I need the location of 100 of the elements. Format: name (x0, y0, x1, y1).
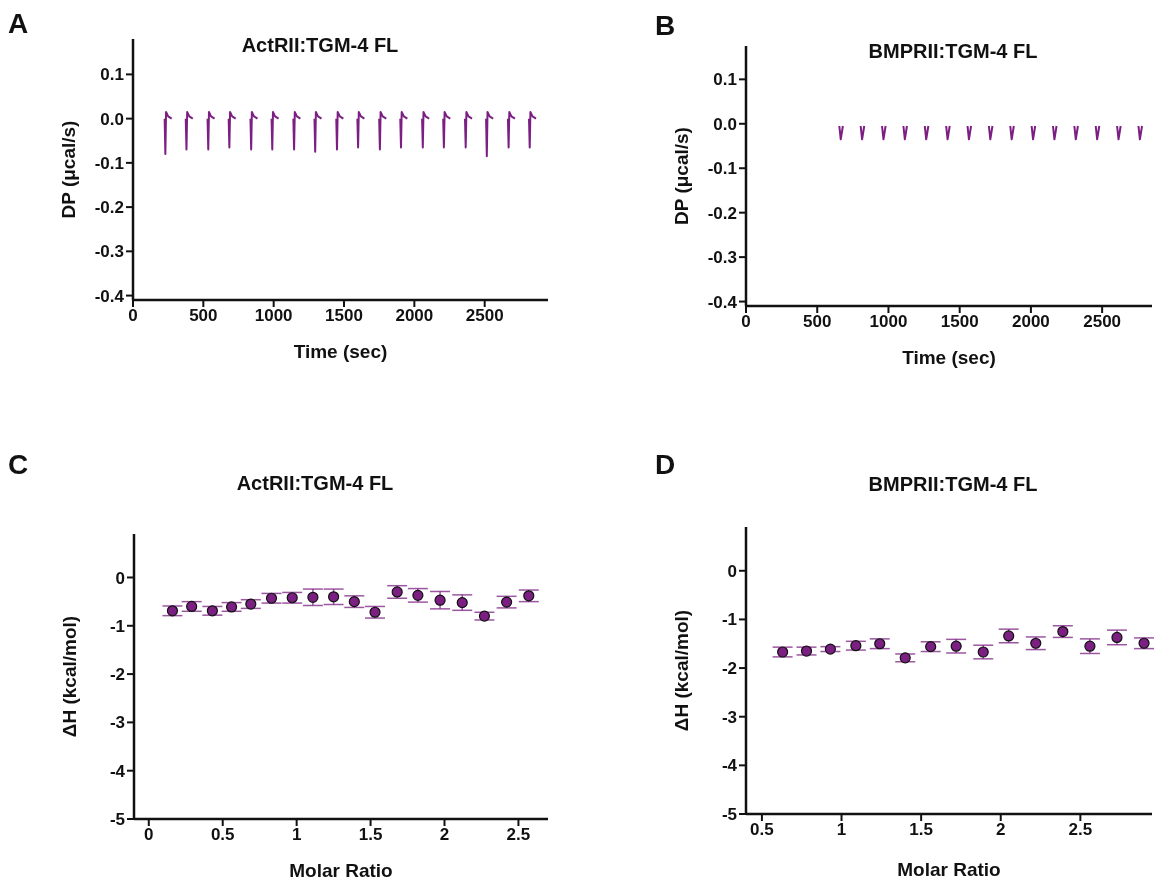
y-axis-title: DP (μcal/s) (671, 127, 693, 225)
x-tick-label: 1500 (940, 312, 979, 332)
y-axis-title: DP (μcal/s) (58, 120, 80, 219)
y-tick-label: 0.0 (713, 114, 737, 134)
point (1057, 625, 1069, 638)
point (369, 606, 381, 618)
point (1111, 631, 1123, 644)
x-tick-label: 1.5 (909, 820, 933, 840)
line-series (335, 110, 345, 151)
y-tick-label: 0 (727, 561, 737, 581)
point (478, 610, 491, 622)
x-tick-label: 1 (836, 820, 847, 840)
y-tick-label: -2 (721, 659, 737, 679)
line-series (356, 110, 366, 149)
x-tick-label: 2500 (465, 306, 504, 326)
text: D (655, 449, 676, 481)
y-tick-label: 0.1 (713, 70, 737, 90)
y-tick-label: -5 (721, 805, 737, 825)
chart-title: BMPRII:TGM-4 FL (867, 473, 1039, 496)
x-tick-label: 2000 (395, 306, 434, 326)
chart-title: BMPRII:TGM-4 FL (867, 40, 1039, 63)
chart-title: ActRII:TGM-4 FL (240, 34, 400, 57)
point (456, 596, 468, 609)
line-series (292, 110, 302, 151)
y-tick-label: -3 (109, 713, 125, 733)
point (225, 601, 238, 613)
point (391, 586, 403, 598)
x-tick-label: 2500 (1083, 312, 1122, 332)
point (412, 589, 424, 601)
x-tick-label: 1.5 (358, 825, 383, 845)
x-tick-label: 2.5 (1068, 820, 1093, 840)
line-series (270, 110, 280, 151)
y-axis-title: ΔH (kcal/mol) (59, 615, 81, 738)
point (206, 605, 218, 617)
y-tick-label: -0.2 (94, 198, 124, 218)
y-tick-label: -0.1 (707, 159, 737, 179)
y-tick-label: -1 (109, 616, 125, 636)
x-tick-label: 500 (189, 306, 218, 326)
point (501, 596, 513, 608)
text: A (8, 8, 29, 40)
point (925, 641, 937, 653)
point (307, 591, 319, 603)
y-tick-label: -0.4 (94, 286, 125, 306)
point (186, 600, 198, 613)
line-series (421, 110, 431, 149)
text: C (8, 449, 29, 481)
y-axis-title: ΔH (kcal/mol) (671, 609, 693, 732)
point (523, 590, 535, 602)
x-axis-title: Time (sec) (293, 341, 388, 362)
y-tick-label: -0.3 (707, 248, 737, 268)
y-tick-label: 0 (115, 568, 125, 588)
line-series (184, 110, 194, 151)
point (824, 643, 836, 655)
line-series (163, 110, 173, 156)
x-tick-label: 2 (996, 820, 1006, 840)
point (434, 594, 446, 606)
point (1030, 637, 1042, 649)
point (950, 640, 962, 652)
line-series (506, 110, 516, 149)
y-tick-label: -4 (109, 761, 126, 781)
x-tick-label: 1000 (254, 306, 293, 326)
x-tick-label: 0 (741, 312, 751, 332)
point (899, 652, 911, 664)
x-tick-label: 0.5 (210, 825, 235, 845)
x-axis-title: Molar Ratio (897, 859, 1001, 880)
y-tick-label: 0.1 (100, 65, 124, 85)
y-tick-label: -0.1 (94, 153, 124, 173)
line-series (249, 110, 259, 151)
line-series (206, 110, 216, 151)
x-tick-label: 1000 (869, 312, 908, 332)
x-tick-label: 0 (144, 825, 154, 845)
y-tick-label: -2 (109, 665, 125, 685)
point (166, 605, 179, 617)
x-tick-label: 2 (439, 825, 450, 845)
point (1138, 637, 1150, 649)
line-series (442, 110, 452, 149)
line-series (528, 110, 538, 149)
point (1003, 630, 1015, 642)
line-series (464, 110, 474, 149)
point (874, 638, 886, 650)
point (800, 645, 813, 657)
line-series (485, 110, 495, 158)
line-series (227, 110, 237, 149)
point (348, 596, 360, 608)
text: B (655, 10, 676, 42)
line-series (313, 110, 323, 153)
y-tick-label: 0.0 (100, 109, 124, 129)
y-tick-label: -0.4 (707, 292, 738, 312)
point (328, 591, 340, 603)
x-tick-label: 0.5 (750, 820, 774, 840)
y-tick-label: -4 (721, 756, 738, 776)
x-tick-label: 1500 (325, 306, 363, 326)
x-axis-title: Time (sec) (902, 347, 996, 368)
point (850, 640, 862, 652)
x-tick-label: 2000 (1012, 312, 1050, 332)
x-tick-label: 2.5 (506, 825, 531, 845)
x-tick-label: 0 (128, 306, 138, 326)
y-tick-label: -1 (721, 610, 737, 630)
y-tick-label: -0.2 (707, 203, 737, 223)
point (977, 646, 989, 658)
